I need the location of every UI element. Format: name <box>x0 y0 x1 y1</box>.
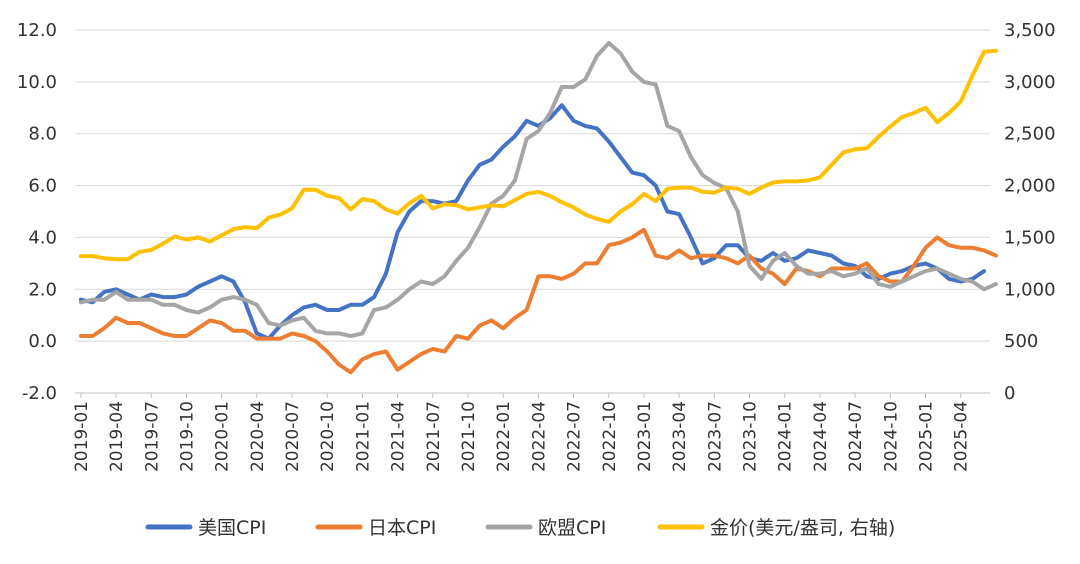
series-line-3 <box>78 41 998 338</box>
y2-axis-tick-label: 3,000 <box>1004 72 1056 93</box>
y-axis-tick-label: 6.0 <box>28 176 57 197</box>
y-axis-tick-label: -2.0 <box>22 383 57 404</box>
x-axis-tick-label: 2019-10 <box>177 401 197 472</box>
x-axis-tick-label: 2024-01 <box>776 401 796 472</box>
y-axis-tick-label: 12.0 <box>17 20 57 41</box>
x-axis-tick-label: 2023-07 <box>705 401 725 472</box>
x-axis-tick-label: 2022-07 <box>565 401 585 472</box>
x-axis-tick-label: 2019-01 <box>72 401 92 472</box>
legend-label-2: 日本CPI <box>368 517 436 539</box>
x-axis-tick-label: 2022-04 <box>529 401 549 472</box>
legend-label-1: 美国CPI <box>198 517 266 539</box>
y-axis-tick-label: 0.0 <box>28 331 57 352</box>
series-line-1 <box>78 103 987 341</box>
x-axis-tick-label: 2025-01 <box>916 401 936 472</box>
x-axis-tick-label: 2024-10 <box>881 401 901 472</box>
y2-axis-tick-label: 500 <box>1004 331 1038 352</box>
x-axis-tick-label: 2021-10 <box>459 401 479 472</box>
y2-axis-tick-label: 1,000 <box>1004 279 1056 300</box>
series-line-4 <box>78 48 998 262</box>
x-axis-tick-label: 2022-10 <box>600 401 620 472</box>
legend-label-3: 欧盟CPI <box>538 517 606 539</box>
y-axis-tick-label: 2.0 <box>28 279 57 300</box>
legend-label-4: 金价(美元/盎司, 右轴) <box>710 517 895 539</box>
y2-axis-tick-label: 2,000 <box>1004 176 1056 197</box>
y2-axis-tick-label: 1,500 <box>1004 227 1056 248</box>
x-axis-tick-label: 2020-07 <box>283 401 303 472</box>
x-axis-tick-label: 2021-07 <box>424 401 444 472</box>
x-axis-tick-label: 2021-01 <box>353 401 373 472</box>
x-axis-tick-label: 2020-01 <box>213 401 233 472</box>
x-axis-tick-label: 2019-07 <box>142 401 162 472</box>
x-axis-tick-label: 2021-04 <box>389 401 409 472</box>
series-line-2 <box>78 227 998 375</box>
x-axis-tick-label: 2025-04 <box>952 401 972 472</box>
x-axis-tick-label: 2020-10 <box>318 401 338 472</box>
y2-axis-tick-label: 2,500 <box>1004 124 1056 145</box>
x-axis-tick-label: 2020-04 <box>248 401 268 472</box>
y2-axis-tick-label: 0 <box>1004 383 1015 404</box>
x-axis-tick-label: 2023-04 <box>670 401 690 472</box>
x-axis-tick-label: 2023-10 <box>741 401 761 472</box>
y-axis-tick-label: 10.0 <box>17 72 57 93</box>
x-axis-tick-label: 2024-07 <box>846 401 866 472</box>
x-axis-tick-label: 2019-04 <box>107 401 127 472</box>
y2-axis-tick-label: 3,500 <box>1004 20 1056 41</box>
y-axis-tick-label: 8.0 <box>28 124 57 145</box>
x-axis-tick-label: 2024-04 <box>811 401 831 472</box>
x-axis-tick-label: 2023-01 <box>635 401 655 472</box>
x-axis-tick-label: 2022-01 <box>494 401 514 472</box>
y-axis-tick-label: 4.0 <box>28 227 57 248</box>
